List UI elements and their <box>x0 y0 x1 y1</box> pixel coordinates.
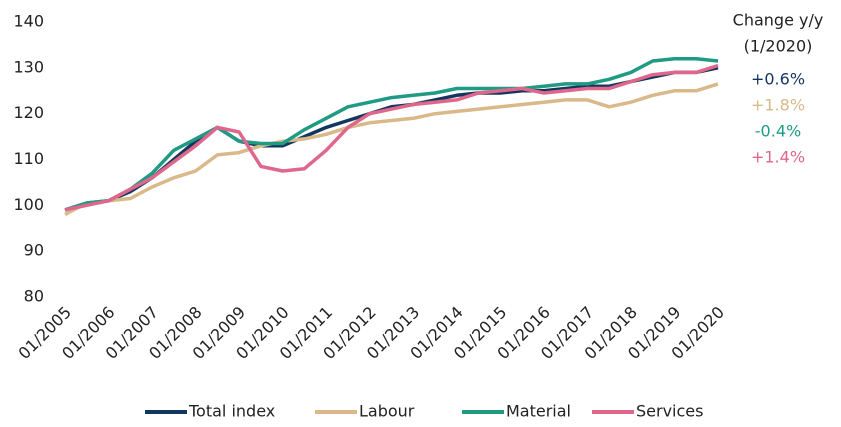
series-line <box>64 56 719 212</box>
annotation-title: (1/2020) <box>744 37 813 56</box>
legend-label: Total index <box>188 402 275 421</box>
series-line <box>64 66 719 212</box>
annotation-title: Change y/y <box>733 11 824 30</box>
change-label: +0.6% <box>751 70 805 89</box>
y-tick-label: 110 <box>13 149 44 168</box>
legend-label: Labour <box>359 402 415 421</box>
y-tick-label: 90 <box>24 241 44 260</box>
y-tick-label: 100 <box>13 195 44 214</box>
y-tick-label: 120 <box>13 103 44 122</box>
series-line <box>64 63 719 212</box>
series-line <box>64 82 719 217</box>
change-label: +1.4% <box>751 148 805 167</box>
change-label: +1.8% <box>751 96 805 115</box>
y-tick-label: 130 <box>13 57 44 76</box>
legend-label: Material <box>506 402 571 421</box>
change-label: -0.4% <box>755 122 801 141</box>
y-tick-label: 80 <box>24 287 44 306</box>
y-tick-label: 140 <box>13 12 44 31</box>
legend-label: Services <box>636 402 703 421</box>
